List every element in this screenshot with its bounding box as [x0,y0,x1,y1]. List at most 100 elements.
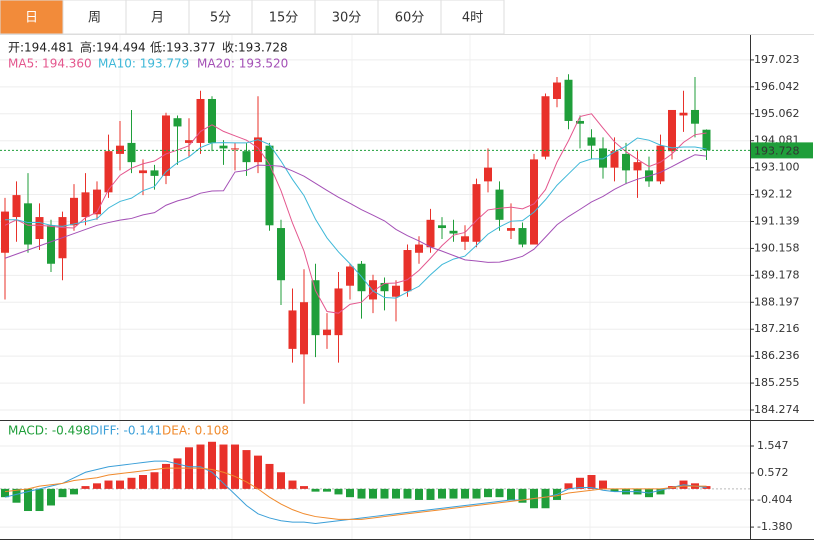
candle-body [70,197,78,226]
macd-bar [277,472,285,489]
macd-bar [369,488,377,499]
legend-entry: MACD: -0.498 [8,424,91,438]
candle-body [104,151,113,193]
y-tick-label: 195.062 [754,107,800,120]
candle-body [12,195,21,218]
tab-label[interactable]: 5分 [210,11,231,26]
candle-body [277,228,285,281]
y-tick-label: 188.197 [754,295,800,308]
macd-bar [426,488,435,500]
macd-bar [93,483,101,489]
tab-label[interactable]: 30分 [332,11,362,26]
tab[interactable] [0,0,64,35]
legend-entry: DEA: 0.108 [162,424,229,438]
candle-body [139,170,147,174]
candle-body [288,310,297,349]
candle-body [196,98,205,143]
macd-bar [576,477,584,489]
macd-bar [300,486,308,489]
candle-body [346,266,354,286]
candle-body [438,225,446,229]
candle-body [564,79,573,121]
macd-bar [449,488,458,499]
candle-body [668,109,676,152]
candle-body [507,228,515,231]
candle-body [219,145,228,149]
tab-label[interactable]: 60分 [395,11,425,26]
candle-body [587,137,596,146]
macd-bar [162,463,170,489]
macd-bar [495,488,504,498]
legend-entry: DIFF: -0.141 [90,424,162,438]
tab-label[interactable]: 4时 [462,11,483,26]
macd-bar [610,488,619,492]
y-tick-label: -0.404 [757,493,792,506]
candle-body [576,120,584,124]
macd-bar [81,486,90,489]
macd-bar [254,455,262,489]
macd-bar [311,488,320,492]
macd-bar [564,483,573,489]
macd-bar [415,488,423,500]
last-price-box [751,142,813,159]
tab[interactable] [251,0,316,35]
y-tick-label: 1.547 [757,439,789,452]
candle-body [231,148,239,150]
candle-body [185,140,193,143]
candle-body [484,167,492,182]
candle-body [472,184,481,242]
macd-bar [380,488,389,499]
candle-body [599,148,607,168]
legend-entry: MA5: 194.360 [8,57,92,71]
candle-body [173,118,182,127]
candle-body [553,82,561,99]
candle-body [127,142,136,163]
tab-label[interactable]: 日 [25,11,38,26]
candle-body [265,145,274,226]
candle-body [81,192,90,218]
macd-bar [357,488,366,499]
macd-bar [472,488,481,499]
tab[interactable] [440,0,505,35]
candle-body [449,230,458,234]
y-tick-label: 190.158 [754,241,800,254]
candle-body [530,159,538,245]
candle-body [392,285,400,297]
candle-body [334,288,343,336]
candle-body [415,244,423,253]
candle-body [610,151,619,168]
candle-body [656,145,665,182]
indicator-line [4,460,707,524]
tab-label[interactable]: 15分 [269,11,299,26]
tab-label[interactable]: 周 [88,11,101,26]
y-tick-label: 192.12 [754,188,793,201]
macd-bar [104,480,113,489]
candle-body [622,153,630,171]
candle-body [47,225,55,264]
indicator-line [4,113,707,314]
macd-bar [116,480,124,489]
macd-bar [242,450,251,489]
macd-bar [208,441,216,489]
candle-body [93,189,101,215]
candle-body [208,98,216,143]
macd-bar [139,475,147,489]
candle-body [242,151,251,163]
candle-body [1,211,9,253]
tab-label[interactable]: 月 [151,11,164,26]
indicator-line [4,467,707,520]
macd-bar [599,480,607,489]
candle-body [633,162,642,171]
candle-body [495,189,504,220]
last-price-label: 193.728 [754,144,800,157]
macd-bar [346,488,354,498]
candle-body [323,329,331,336]
macd-bar [173,458,182,489]
macd-bar [219,444,228,489]
macd-bar [656,488,665,495]
tab[interactable] [125,0,190,35]
y-tick-label: 193.100 [754,161,800,174]
candle-body [357,263,366,292]
legend-entry: MA20: 193.520 [197,57,288,71]
